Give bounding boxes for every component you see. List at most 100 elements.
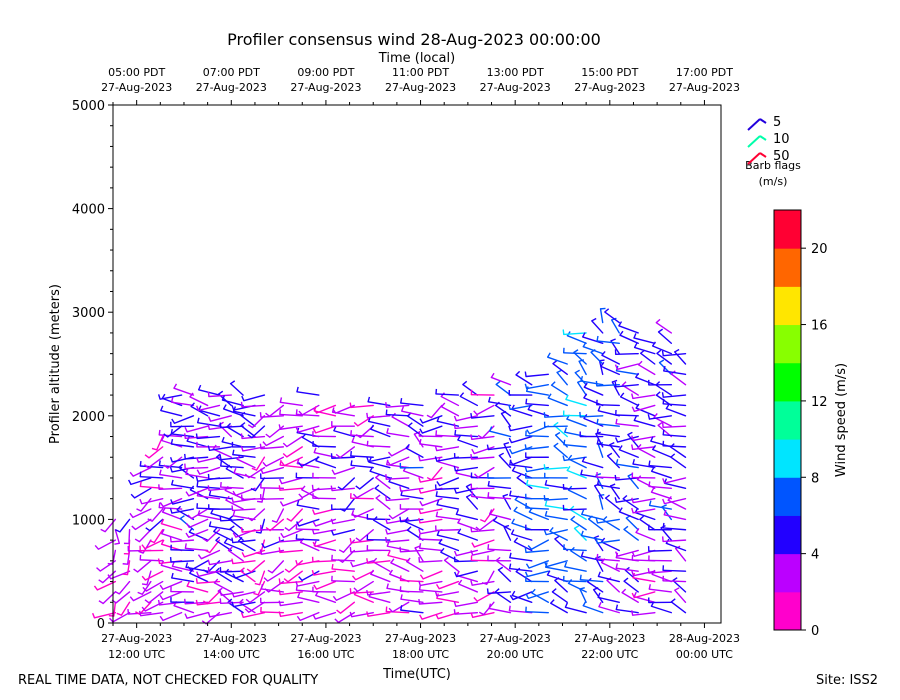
wind-barb-flag — [231, 558, 234, 564]
wind-barb-flag — [610, 338, 616, 342]
wind-barb — [418, 547, 443, 552]
wind-barb — [470, 495, 495, 500]
wind-barb — [186, 585, 209, 593]
x-tick-time: 20:00 UTC — [487, 648, 544, 661]
wind-barb — [553, 445, 568, 458]
wind-barb — [662, 352, 687, 357]
wind-barb — [255, 456, 266, 471]
wind-barb — [145, 580, 164, 592]
wind-barb — [144, 570, 164, 581]
wind-barb — [525, 446, 549, 451]
wind-barb — [586, 581, 604, 593]
wind-barb-flag — [615, 604, 619, 610]
wind-barb-flag — [282, 452, 288, 458]
wind-barb-flag — [311, 570, 315, 576]
wind-barb — [544, 497, 568, 501]
wind-barb-flag — [489, 509, 493, 515]
wind-barb-flag — [453, 423, 456, 429]
wind-barb — [662, 434, 687, 438]
wind-barb-flag — [662, 478, 666, 484]
wind-barb-flag — [295, 409, 298, 415]
wind-barb-flag — [301, 485, 306, 491]
wind-barb — [509, 404, 533, 411]
wind-barb — [268, 404, 285, 417]
wind-barb — [670, 373, 687, 386]
wind-barb-flag — [369, 466, 374, 472]
wind-barb — [385, 539, 410, 543]
colorbar-bin — [774, 210, 801, 249]
wind-barb-flag — [489, 426, 493, 432]
wind-barb — [513, 510, 533, 521]
wind-barb — [454, 456, 479, 459]
wind-barb — [604, 311, 620, 324]
wind-barb — [296, 391, 320, 396]
wind-barb-flag — [618, 321, 623, 327]
wind-barb — [367, 611, 391, 617]
wind-barb-flag — [591, 317, 597, 322]
wind-barb — [297, 425, 320, 433]
wind-barb — [185, 473, 209, 479]
wind-barb — [440, 551, 460, 562]
wind-barb — [657, 331, 673, 344]
wind-barb — [162, 611, 183, 622]
wind-barb — [404, 520, 424, 531]
wind-barb-flag — [547, 393, 552, 399]
wind-barb-flag — [473, 597, 478, 602]
wind-barb-flag — [388, 607, 394, 613]
wind-barb — [655, 384, 673, 396]
wind-barb-flag — [333, 425, 337, 432]
wind-barb-flag — [279, 501, 284, 507]
x-tick-time: 14:00 UTC — [203, 648, 260, 661]
wind-barb — [562, 508, 587, 511]
wind-barb-flag — [462, 380, 468, 386]
wind-barb-flag — [240, 422, 246, 427]
wind-barb-flag — [508, 437, 513, 443]
wind-barb-flag — [498, 566, 504, 571]
wind-barb — [648, 415, 673, 420]
wind-barb — [567, 458, 587, 469]
wind-barb-flag — [596, 418, 599, 424]
wind-barb-flag — [260, 583, 264, 590]
wind-barb-flag — [197, 510, 201, 516]
quality-disclaimer: REAL TIME DATA, NOT CHECKED FOR QUALITY — [18, 673, 319, 688]
wind-barb — [436, 597, 460, 603]
wind-barb — [242, 611, 266, 618]
wind-barb — [312, 445, 337, 448]
wind-barb-flag — [267, 569, 273, 574]
wind-barb — [141, 497, 164, 505]
wind-barb — [604, 497, 620, 510]
wind-barb — [313, 410, 337, 417]
wind-barb — [509, 463, 533, 469]
wind-barb-flag — [186, 436, 190, 442]
colorbar: Wind speed (m/s) 0 4 8 12 16 20 — [773, 209, 849, 639]
wind-barb-flag — [207, 485, 210, 491]
wind-barb-flag — [562, 455, 565, 461]
wind-barb — [655, 321, 673, 334]
wind-barb-flag — [426, 476, 432, 481]
wind-barb — [205, 611, 221, 625]
wind-barb-flag — [498, 452, 504, 457]
wind-barb — [372, 561, 391, 572]
wind-barb — [350, 455, 374, 458]
wind-barb — [662, 403, 687, 407]
wind-barb-flag — [221, 395, 226, 401]
wind-barb — [406, 415, 424, 427]
wind-barb — [633, 404, 656, 412]
wind-barb — [269, 425, 285, 438]
wind-barb — [618, 325, 639, 334]
wind-barb-flag — [637, 444, 642, 449]
wind-barb — [634, 511, 656, 521]
wind-barb-flag — [418, 477, 422, 483]
wind-barb-flag — [221, 436, 225, 443]
wind-barb-flag — [330, 518, 334, 524]
wind-barb-flag — [631, 435, 634, 441]
wind-barb — [615, 608, 639, 614]
wind-barb — [189, 572, 209, 583]
wind-barb-flag — [313, 447, 317, 453]
wind-barb — [662, 527, 687, 531]
wind-barb — [231, 508, 256, 512]
wind-barb — [530, 539, 549, 550]
wind-barb — [368, 596, 391, 603]
wind-barb — [209, 611, 232, 618]
colorbar-tick-label: 20 — [811, 242, 828, 257]
